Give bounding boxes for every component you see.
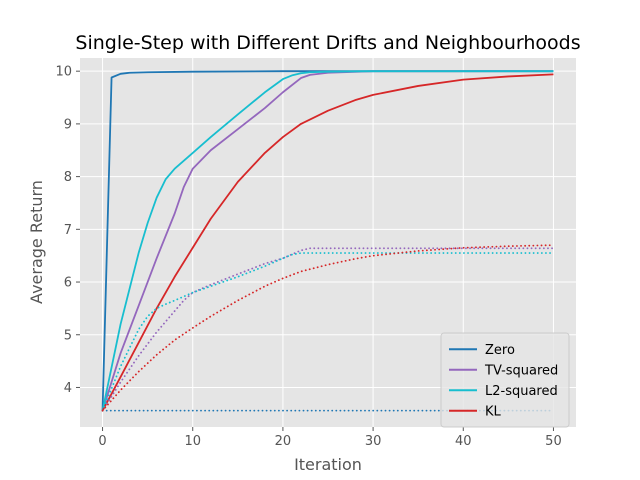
x-tick-label: 30 bbox=[365, 434, 382, 449]
legend-label: KL bbox=[485, 404, 502, 419]
y-tick-label: 7 bbox=[64, 223, 72, 238]
x-tick-label: 40 bbox=[455, 434, 472, 449]
series-line-unlabelled-dotted bbox=[101, 247, 555, 412]
legend-box bbox=[440, 332, 570, 428]
y-tick-label: 5 bbox=[64, 328, 72, 343]
series-line-l2-squared bbox=[101, 70, 554, 411]
legend-label: TV-squared bbox=[484, 363, 558, 378]
x-tick-label: 50 bbox=[545, 434, 562, 449]
chart-title: Single-Step with Different Drifts and Ne… bbox=[75, 32, 580, 54]
x-axis-label: Iteration bbox=[294, 455, 362, 474]
y-tick-label: 8 bbox=[64, 170, 72, 185]
y-axis-label: Average Return bbox=[27, 180, 46, 304]
series-group bbox=[101, 70, 555, 412]
x-tick-label: 20 bbox=[275, 434, 292, 449]
y-tick-label: 4 bbox=[64, 381, 72, 396]
ticks: 0 10 20 30 40 50 4 5 6 7 8 9 10 bbox=[55, 65, 561, 449]
legend-label: L2-squared bbox=[485, 384, 558, 399]
series-line-kl bbox=[101, 73, 554, 412]
y-tick-label: 6 bbox=[64, 276, 72, 291]
series-line-unlabelled-dotted bbox=[101, 244, 555, 412]
legend-label: Zero bbox=[485, 343, 515, 358]
y-tick-label: 9 bbox=[64, 117, 72, 132]
x-tick-label: 10 bbox=[184, 434, 201, 449]
legend: Zero TV-squared L2-squared KL bbox=[440, 332, 570, 428]
series-line-unlabelled-dotted bbox=[101, 252, 555, 412]
x-tick-label: 0 bbox=[98, 434, 106, 449]
y-tick-label: 10 bbox=[55, 65, 72, 80]
